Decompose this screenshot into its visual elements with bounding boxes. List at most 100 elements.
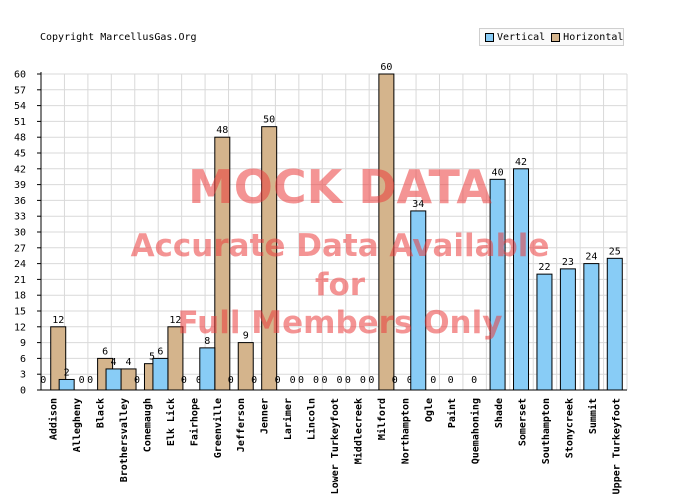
data-label: 0 bbox=[368, 375, 374, 386]
bar-vertical-allegheny bbox=[58, 378, 75, 391]
bar-vertical-ogle bbox=[410, 210, 427, 391]
y-tick-label: 27 bbox=[14, 243, 26, 254]
y-tick-label: 30 bbox=[14, 228, 26, 239]
y-tick-label: 57 bbox=[14, 85, 26, 96]
data-label: 0 bbox=[430, 375, 436, 386]
bar-horizontal-greenville bbox=[214, 136, 231, 391]
data-label: 0 bbox=[79, 375, 85, 386]
data-label: 23 bbox=[562, 257, 574, 268]
data-label: 0 bbox=[407, 375, 413, 386]
data-label: 5 bbox=[149, 352, 155, 363]
legend-label-horizontal: Horizontal bbox=[563, 31, 624, 43]
x-tick-label: Paint bbox=[446, 398, 458, 428]
x-tick-label: Larimer bbox=[282, 398, 294, 440]
legend-swatch-horizontal bbox=[551, 32, 561, 42]
y-tick-label: 24 bbox=[14, 259, 26, 270]
data-label: 0 bbox=[345, 375, 351, 386]
x-tick-label: Milford bbox=[376, 398, 388, 440]
y-tick-label: 45 bbox=[14, 149, 26, 160]
data-label: 25 bbox=[609, 246, 621, 257]
data-label: 2 bbox=[64, 367, 70, 378]
bar-vertical-elk-lick bbox=[152, 357, 169, 391]
x-tick-label: Shade bbox=[494, 398, 505, 428]
y-tick-label: 33 bbox=[14, 212, 26, 223]
data-label: 0 bbox=[290, 375, 296, 386]
y-tick-label: 21 bbox=[14, 275, 26, 286]
data-label: 4 bbox=[126, 357, 132, 368]
legend-swatch-vertical bbox=[485, 32, 494, 42]
x-tick-label: Middlecreek bbox=[352, 398, 364, 464]
bar-vertical-greenville bbox=[199, 347, 216, 391]
x-tick-label: Fairhope bbox=[188, 398, 200, 446]
y-tick-label: 9 bbox=[20, 338, 26, 349]
data-label: 24 bbox=[585, 252, 597, 263]
y-tick-label: 51 bbox=[14, 117, 26, 128]
y-tick-label: 42 bbox=[14, 164, 26, 175]
data-label: 0 bbox=[471, 375, 477, 386]
data-label: 0 bbox=[196, 375, 202, 386]
x-tick-label: Stonycreek bbox=[564, 398, 575, 458]
bar-vertical-brothersvalley bbox=[105, 368, 122, 391]
data-label: 0 bbox=[448, 375, 454, 386]
data-label: 0 bbox=[298, 375, 304, 386]
y-tick-label: 54 bbox=[14, 101, 26, 112]
x-tick-label: Allegheny bbox=[72, 398, 83, 452]
x-tick-label: Addison bbox=[48, 398, 60, 440]
bar-vertical-somerset bbox=[513, 168, 530, 391]
bar-vertical-stonycreek bbox=[559, 268, 576, 391]
x-tick-label: Jefferson bbox=[236, 398, 247, 452]
x-tick-label: Jenner bbox=[260, 398, 271, 434]
bar-vertical-shade bbox=[489, 178, 506, 391]
data-label: 0 bbox=[134, 375, 140, 386]
data-label: 12 bbox=[169, 315, 181, 326]
y-tick-label: 60 bbox=[14, 70, 26, 81]
x-tick-label: Elk Lick bbox=[165, 398, 177, 446]
x-tick-label: Quemahoning bbox=[470, 398, 482, 464]
y-tick-label: 3 bbox=[20, 370, 26, 381]
y-tick-label: 39 bbox=[14, 180, 26, 191]
legend-item-vertical: Vertical bbox=[485, 32, 545, 43]
data-label: 4 bbox=[111, 357, 117, 368]
bar-vertical-southampton bbox=[536, 273, 553, 391]
y-tick-label: 36 bbox=[14, 196, 26, 207]
y-tick-label: 6 bbox=[20, 354, 26, 365]
y-tick-label: 15 bbox=[14, 307, 26, 318]
data-label: 0 bbox=[251, 375, 257, 386]
data-label: 0 bbox=[87, 375, 93, 386]
bar-vertical-upper-turkeyfoot bbox=[606, 257, 623, 391]
x-tick-label: Lincoln bbox=[306, 398, 318, 440]
data-label: 0 bbox=[360, 375, 366, 386]
data-label: 0 bbox=[336, 375, 342, 386]
copyright-text: Copyright MarcellusGas.Org bbox=[40, 32, 197, 43]
y-tick-label: 18 bbox=[14, 291, 26, 302]
data-label: 6 bbox=[157, 346, 163, 357]
data-label: 0 bbox=[392, 375, 398, 386]
data-label: 50 bbox=[263, 115, 275, 126]
data-label: 22 bbox=[538, 262, 550, 273]
data-label: 0 bbox=[181, 375, 187, 386]
bar-horizontal-milford bbox=[378, 73, 395, 391]
data-label: 12 bbox=[52, 315, 64, 326]
x-tick-label: Summit bbox=[587, 398, 599, 434]
x-tick-label: Lower Turkeyfoot bbox=[330, 398, 341, 494]
data-label: 0 bbox=[321, 375, 327, 386]
x-tick-label: Upper Turkeyfoot bbox=[611, 398, 622, 494]
bar-vertical-summit bbox=[583, 263, 600, 391]
data-label: 9 bbox=[243, 331, 249, 342]
x-tick-label: Black bbox=[96, 398, 107, 428]
bar-horizontal-addison bbox=[50, 326, 67, 391]
x-tick-label: Brothersvalley bbox=[119, 398, 130, 482]
legend-label-vertical: Vertical bbox=[497, 31, 546, 43]
bar-horizontal-jefferson bbox=[237, 342, 254, 391]
data-label: 42 bbox=[515, 157, 527, 168]
bar-horizontal-jenner bbox=[261, 126, 278, 391]
x-tick-label: Ogle bbox=[424, 398, 435, 422]
y-tick-label: 0 bbox=[20, 386, 26, 397]
x-tick-label: Northampton bbox=[400, 398, 411, 464]
data-label: 34 bbox=[412, 199, 424, 210]
data-label: 0 bbox=[313, 375, 319, 386]
data-label: 0 bbox=[228, 375, 234, 386]
data-label: 6 bbox=[102, 346, 108, 357]
data-label: 40 bbox=[492, 167, 504, 178]
